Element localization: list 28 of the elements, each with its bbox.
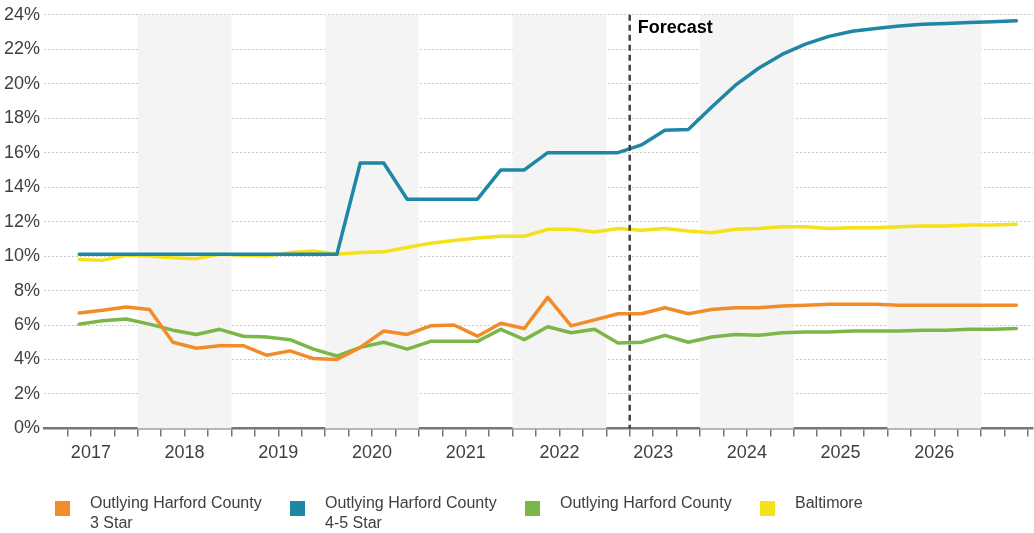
x-tick-label: 2019 (258, 442, 299, 463)
legend-label: Outlying Harford County 3 Star (90, 493, 263, 533)
x-tick-label: 2024 (726, 442, 767, 463)
x-tick-label: 2026 (914, 442, 955, 463)
y-tick-label: 12% (4, 210, 41, 231)
ref-line-label: Forecast (637, 16, 713, 37)
y-tick-label: 24% (4, 3, 41, 24)
y-tick-label: 18% (4, 107, 41, 128)
x-tick-label: 2023 (633, 442, 674, 463)
x-tick-label: 2018 (164, 442, 205, 463)
y-tick-label: 10% (4, 245, 41, 266)
y-tick-label: 14% (4, 176, 41, 197)
y-tick-label: 4% (14, 348, 41, 369)
legend-label: Outlying Harford County 4-5 Star (325, 493, 498, 533)
y-tick-label: 16% (4, 141, 41, 162)
y-tick-label: 20% (4, 72, 41, 93)
x-tick-label: 2017 (70, 442, 111, 463)
x-tick-label: 2025 (820, 442, 861, 463)
x-tick-label: 2022 (539, 442, 580, 463)
x-tick-label: 2020 (351, 442, 393, 463)
x-tick-label: 2021 (445, 442, 486, 463)
y-tick-label: 8% (14, 279, 41, 300)
y-tick-label: 0% (14, 417, 41, 438)
y-tick-label: 2% (14, 382, 41, 403)
y-tick-label: 6% (14, 313, 41, 334)
legend-label: Outlying Harford County (560, 493, 732, 513)
legend-label: Baltimore (795, 493, 863, 513)
y-tick-label: 22% (4, 38, 41, 59)
